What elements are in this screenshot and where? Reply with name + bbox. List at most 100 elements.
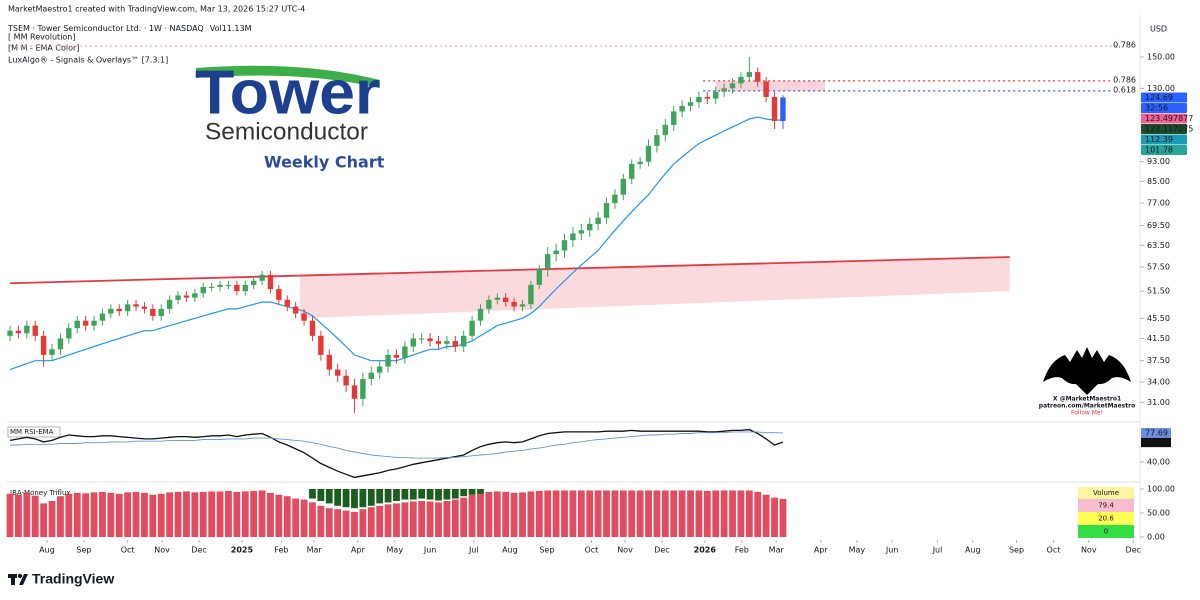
price-badge-label: 101.78 [1145,145,1173,154]
rsi-line [9,428,784,479]
candle-body [587,223,593,231]
candle-body [242,284,248,292]
y-tick-label: 41.50 [1147,334,1170,343]
candle-body [368,372,374,379]
flux-bar [628,490,636,537]
candle-body [192,293,198,298]
price-badge [1141,134,1187,145]
flux-bar [451,489,459,499]
candle-body [662,124,669,136]
flux-bar [477,492,484,537]
y-tick-label: 63.50 [1147,241,1170,250]
flux-bar [409,489,417,500]
candle-body [528,284,534,305]
flux-bar [351,489,358,509]
logo-swoosh [196,65,380,88]
x-tick-label: Jun [885,546,899,555]
candle-body [124,304,131,312]
candle-body [679,105,685,112]
candle-body [536,268,543,285]
candle-body [561,240,568,251]
x-tick-label: Dec [654,546,669,555]
rsi-badge [1141,427,1171,438]
fib-label: 0.786 [1113,75,1136,84]
candle-body [553,250,559,255]
candle-body [326,354,332,370]
logo-name: Tower [195,58,380,127]
rsi-badge-label: 65.74 [1145,438,1168,447]
candle-body [74,320,80,329]
candle-body [427,338,433,342]
price-badge [1141,92,1187,103]
flux-bar [771,497,778,537]
x-tick-label: Nov [617,546,633,555]
flux-bar [225,490,232,537]
candle-body [519,304,526,307]
flux-bar [401,489,409,500]
flux-bar [99,491,106,537]
x-tick-label: Oct [121,546,135,555]
candle-body [545,254,551,269]
candle-body [116,308,122,312]
candle-body [671,111,677,125]
flux-bar [23,492,31,537]
watermark: patreon.com/MarketMaestro [1039,403,1135,410]
y-tick-label: 45.50 [1147,314,1170,323]
flux-bar [384,504,392,537]
flux-bar [309,489,316,499]
flux-bar [510,492,518,537]
x-tick-label: 2026 [694,546,717,555]
flux-bar [367,489,375,506]
flux-bar [82,493,90,537]
y-tick-label: 100.00 [1147,485,1175,494]
candle-body [771,96,778,121]
flux-bar [250,490,258,537]
flux-bar [443,501,451,537]
chart-caption: Weekly Chart [264,153,385,172]
price-badge [1141,113,1187,124]
price-badge-label: 32:56 [1145,103,1168,112]
flux-bar [762,494,770,537]
candle-body [318,335,324,355]
price-badge [1141,123,1187,134]
flux-bar [124,492,132,537]
candle-body [7,330,13,336]
flux-bar [409,501,417,537]
flux-bar [594,490,602,537]
flux-bar [107,492,115,537]
y-tick-label: 40.00 [1147,457,1170,466]
x-tick-label: Dec [191,546,206,555]
flux-bar [309,502,316,537]
flux-bar [468,489,476,495]
flux-bar [451,499,459,537]
candle-body [351,385,358,399]
x-tick-label: Dec [1126,546,1141,555]
candle-body [150,308,156,316]
flux-bar [401,502,409,537]
flux-bar [199,491,207,537]
candle-body [503,297,509,303]
candle-body [612,194,618,204]
candle-body [511,302,517,307]
x-tick-label: Mar [307,546,323,555]
flux-bar [65,493,73,537]
credit: MarketMaestro1 created with TradingView.… [8,5,305,14]
table-cell [1078,487,1134,499]
flux-bar [477,489,484,494]
y-tick-label: 77.00 [1147,199,1170,208]
candle-body [292,306,299,314]
candle-body [250,280,257,285]
indicator: [ MM Revolution] [8,33,76,42]
flux-bar [384,489,392,503]
candle-body [477,308,484,321]
flux-bar [334,489,342,506]
rsi-badge-label: 77.69 [1145,428,1168,437]
candle-body [376,366,383,373]
trendline [10,256,1010,285]
candle-body [418,338,425,340]
flux-bar [712,490,720,537]
x-tick-label: Nov [154,546,170,555]
flux-bar [57,496,64,537]
